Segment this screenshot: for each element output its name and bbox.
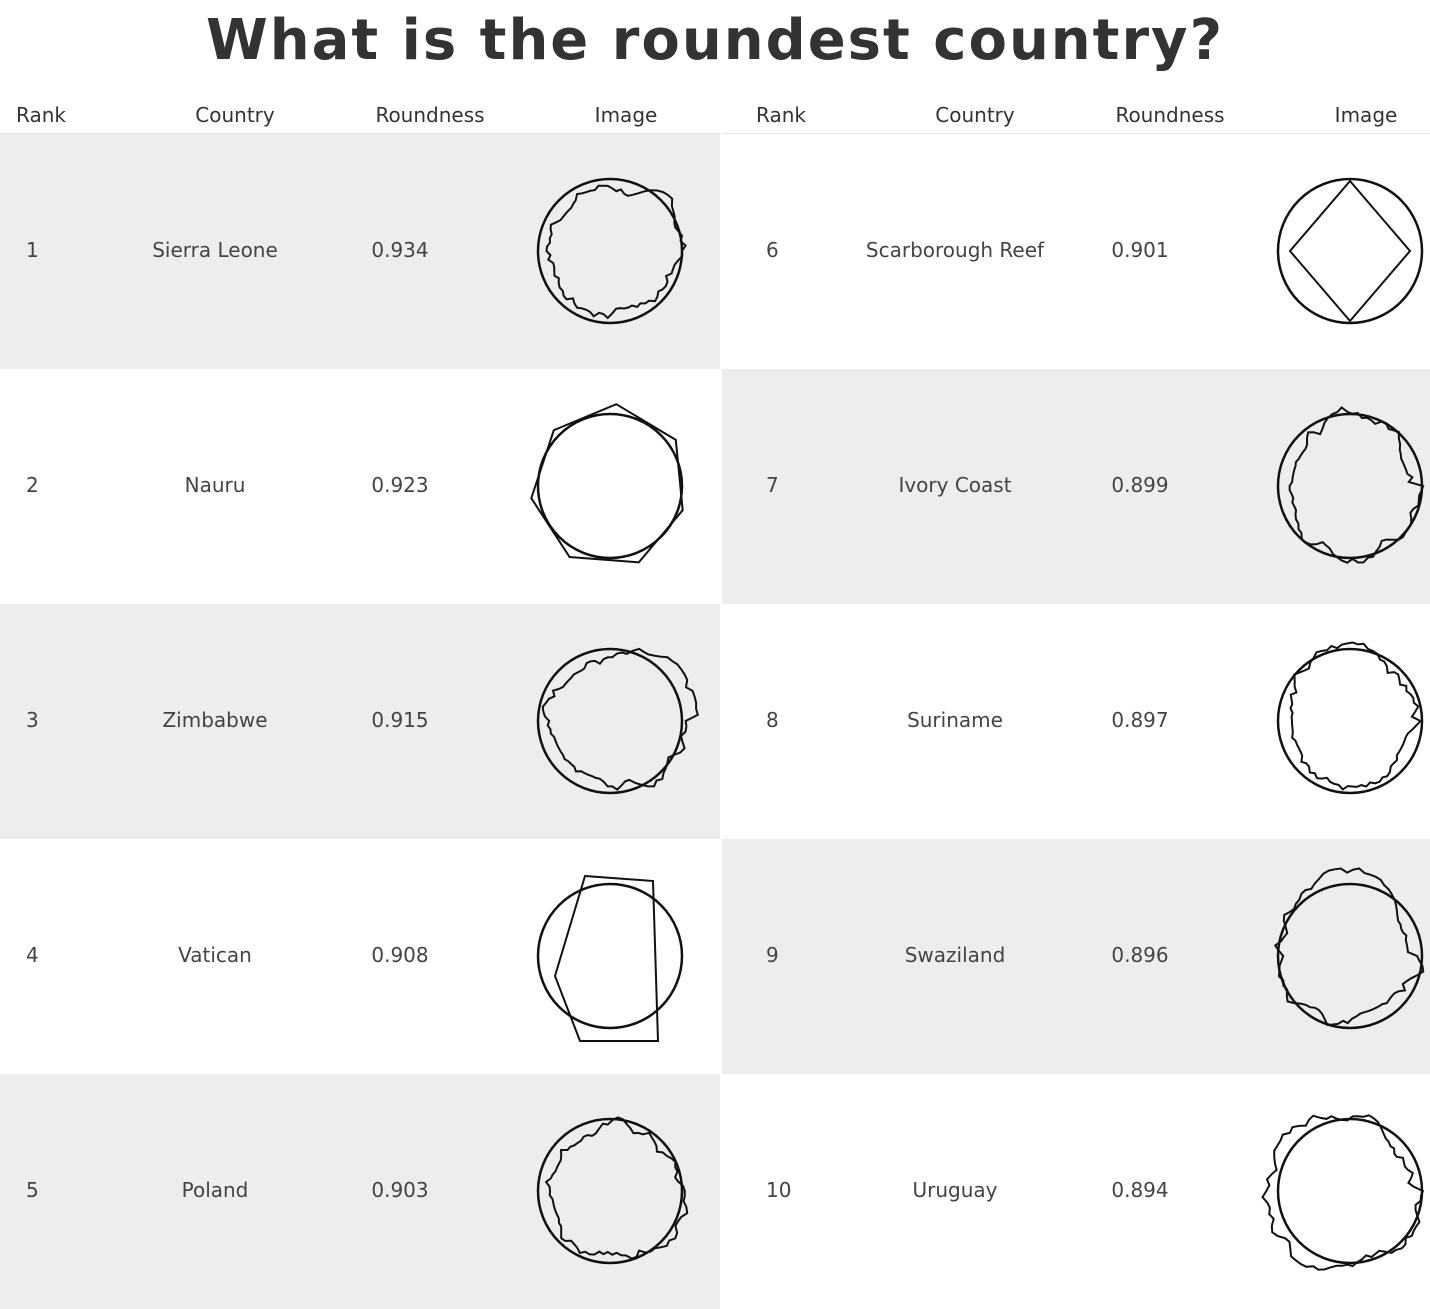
country-cell: Vatican <box>178 943 252 967</box>
header-roundness: Roundness <box>1115 103 1225 127</box>
roundness-cell: 0.901 <box>1111 238 1169 262</box>
country-outline-image <box>536 647 699 795</box>
country-cell: Nauru <box>184 473 246 497</box>
country-cell: Ivory Coast <box>898 473 1012 497</box>
country-outline-image <box>536 874 684 1042</box>
reference-circle <box>536 177 684 325</box>
roundness-cell: 0.934 <box>371 238 429 262</box>
reference-circle <box>1276 177 1424 325</box>
reference-circle <box>1276 882 1424 1030</box>
country-outline-image <box>536 177 687 325</box>
rank-cell: 1 <box>26 238 39 262</box>
header-rank: Rank <box>16 103 66 127</box>
table-header: Rank Country Roundness Image <box>722 95 1430 134</box>
header-country: Country <box>195 103 275 127</box>
rank-cell: 9 <box>766 943 779 967</box>
country-outline <box>1288 179 1412 323</box>
table-row: 4 Vatican 0.908 <box>0 839 720 1074</box>
ranking-table-right: Rank Country Roundness Image 6 Scarboroug… <box>722 95 1430 1271</box>
table-row: 1 Sierra Leone 0.934 <box>0 134 720 369</box>
header-image: Image <box>1334 103 1398 127</box>
rank-cell: 5 <box>26 1178 39 1202</box>
reference-circle <box>536 647 684 795</box>
table-row: 9 Swaziland 0.896 <box>722 839 1430 1074</box>
table-row: 8 Suriname 0.897 <box>722 604 1430 839</box>
rank-cell: 4 <box>26 943 39 967</box>
country-outline-image <box>1276 406 1425 564</box>
roundness-cell: 0.903 <box>371 1178 429 1202</box>
roundness-cell: 0.908 <box>371 943 429 967</box>
country-outline <box>530 403 684 564</box>
rank-cell: 3 <box>26 708 39 732</box>
country-outline-image <box>1261 1114 1425 1271</box>
country-outline-image <box>1276 641 1424 795</box>
country-outline <box>553 874 660 1042</box>
country-outline-image <box>536 1116 689 1265</box>
ranking-table-left: Rank Country Roundness Image 1 Sierra Leo… <box>0 95 720 1309</box>
table-row: 10 Uruguay 0.894 <box>722 1074 1430 1309</box>
country-outline-image <box>1273 867 1425 1030</box>
header-roundness: Roundness <box>375 103 485 127</box>
rank-cell: 7 <box>766 473 779 497</box>
roundness-cell: 0.899 <box>1111 473 1169 497</box>
table-row: 2 Nauru 0.923 <box>0 369 720 604</box>
country-outline <box>544 1116 689 1260</box>
header-image: Image <box>594 103 658 127</box>
roundness-cell: 0.896 <box>1111 943 1169 967</box>
table-header: Rank Country Roundness Image <box>0 95 720 134</box>
reference-circle <box>1276 412 1424 560</box>
country-outline <box>1288 406 1425 564</box>
country-outline <box>541 647 699 791</box>
country-cell: Suriname <box>907 708 1003 732</box>
country-outline <box>545 184 687 320</box>
reference-circle <box>536 1117 684 1265</box>
country-outline <box>1261 1114 1425 1271</box>
country-cell: Uruguay <box>912 1178 998 1202</box>
rank-cell: 8 <box>766 708 779 732</box>
rank-cell: 10 <box>766 1178 792 1202</box>
reference-circle <box>536 882 684 1030</box>
rank-cell: 6 <box>766 238 779 262</box>
country-outline-image <box>1276 177 1424 325</box>
roundness-cell: 0.894 <box>1111 1178 1169 1202</box>
country-outline <box>1289 641 1423 791</box>
reference-circle <box>536 412 684 560</box>
reference-circle <box>1276 1117 1424 1265</box>
roundness-cell: 0.923 <box>371 473 429 497</box>
roundness-cell: 0.915 <box>371 708 429 732</box>
page-title: What is the roundest country? <box>205 8 1225 73</box>
country-cell: Zimbabwe <box>162 708 268 732</box>
table-row: 5 Poland 0.903 <box>0 1074 720 1309</box>
table-row: 3 Zimbabwe 0.915 <box>0 604 720 839</box>
roundness-cell: 0.897 <box>1111 708 1169 732</box>
country-cell: Swaziland <box>904 943 1006 967</box>
header-country: Country <box>935 103 1015 127</box>
country-outline-image <box>530 403 684 564</box>
table-row: 6 Scarborough Reef 0.901 <box>722 134 1430 369</box>
country-cell: Scarborough Reef <box>865 238 1045 262</box>
table-row: 7 Ivory Coast 0.899 <box>722 369 1430 604</box>
country-cell: Poland <box>181 1178 249 1202</box>
rank-cell: 2 <box>26 473 39 497</box>
header-rank: Rank <box>756 103 806 127</box>
reference-circle <box>1276 647 1424 795</box>
country-outline <box>1273 867 1425 1027</box>
country-cell: Sierra Leone <box>152 238 278 262</box>
